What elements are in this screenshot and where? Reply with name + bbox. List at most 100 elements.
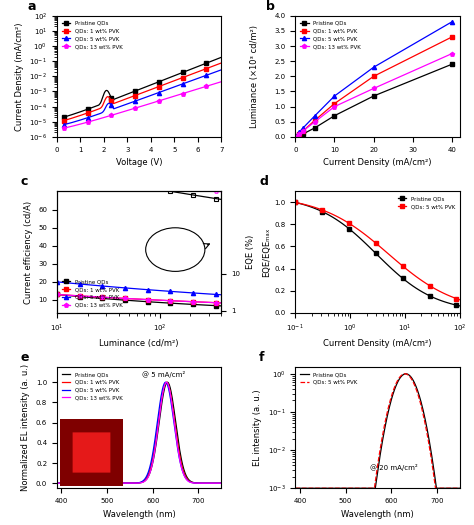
Pristine QDs xyxy=(450,301,456,308)
Pristine QDs xyxy=(105,296,111,302)
QDs: 5 wt% PVK: (1, 0.15): 5 wt% PVK: (1, 0.15) xyxy=(296,129,302,135)
Text: a: a xyxy=(27,0,36,13)
Pristine QDs xyxy=(196,301,201,308)
Pristine QDs xyxy=(323,210,328,216)
QDs: 1 wt% PVK: (0.3, 1.2e-05): 1 wt% PVK: (0.3, 1.2e-05) xyxy=(61,118,67,124)
QDs: 1 wt% PVK: (46, 10.8): 1 wt% PVK: (46, 10.8) xyxy=(122,295,128,301)
QDs: 5 wt% PVK: (273, 13.4): 5 wt% PVK: (273, 13.4) xyxy=(201,290,207,297)
Line: Pristine QDs: Pristine QDs xyxy=(295,374,460,488)
Pristine QDs xyxy=(332,112,337,119)
Line: QDs: 5 wt% PVK: QDs: 5 wt% PVK xyxy=(293,20,454,139)
Pristine QDs xyxy=(376,254,382,260)
QDs: 5 wt% PVK: (0, 0): 5 wt% PVK: (0, 0) xyxy=(292,134,298,140)
QDs: 13 wt% PVK: (400, 8.35): 13 wt% PVK: (400, 8.35) xyxy=(219,300,224,306)
QDs: 5 wt% PVK: (0.409, 0.907): 5 wt% PVK: (0.409, 0.907) xyxy=(326,209,332,216)
QDs: 13 wt% PVK: (16.6, 12.2): 13 wt% PVK: (16.6, 12.2) xyxy=(77,293,82,299)
QDs: 1 wt% PVK: (18.9, 12): 1 wt% PVK: (18.9, 12) xyxy=(82,293,88,299)
QDs: 1 wt% PVK: (630, 1): 1 wt% PVK: (630, 1) xyxy=(164,379,169,385)
QDs: 5 wt% PVK: (0.133, 0.987): 5 wt% PVK: (0.133, 0.987) xyxy=(299,201,305,207)
QDs: 1 wt% PVK: (10, 13): 1 wt% PVK: (10, 13) xyxy=(54,291,60,298)
QDs: 13 wt% PVK: (52.3, 10.7): 13 wt% PVK: (52.3, 10.7) xyxy=(128,296,134,302)
Line: QDs: 13 wt% PVK: QDs: 13 wt% PVK xyxy=(55,292,223,305)
QDs: 5 wt% PVK: (9.1, 0.422): 5 wt% PVK: (9.1, 0.422) xyxy=(400,263,406,269)
Pristine QDs xyxy=(61,114,67,120)
Pristine QDs xyxy=(71,293,77,299)
Pristine QDs xyxy=(219,480,224,486)
QDs: 5 wt% PVK: (3.91, 0.578): 5 wt% PVK: (3.91, 0.578) xyxy=(380,246,385,252)
QDs: 5 wt% PVK: (11.4, 19.7): 5 wt% PVK: (11.4, 19.7) xyxy=(60,279,65,286)
QDs: 13 wt% PVK: (164, 9.29): 13 wt% PVK: (164, 9.29) xyxy=(179,298,184,304)
Pristine QDs xyxy=(306,203,311,209)
QDs: 5 wt% PVK: (400, 12.8): 5 wt% PVK: (400, 12.8) xyxy=(219,291,224,298)
QDs: 5 wt% PVK: (67.4, 15.9): 5 wt% PVK: (67.4, 15.9) xyxy=(139,286,145,292)
QDs: 5 wt% PVK: (533, 0.001): 5 wt% PVK: (533, 0.001) xyxy=(357,485,363,491)
QDs: 5 wt% PVK: (390, 1.09e-38): 5 wt% PVK: (390, 1.09e-38) xyxy=(54,480,60,486)
QDs: 5 wt% PVK: (433, 3.94e-26): 5 wt% PVK: (433, 3.94e-26) xyxy=(74,480,80,486)
Line: Pristine QDs: Pristine QDs xyxy=(55,292,223,308)
Pristine QDs xyxy=(67,112,73,118)
QDs: 5 wt% PVK: (390, 0.001): 5 wt% PVK: (390, 0.001) xyxy=(292,485,298,491)
QDs: 1 wt% PVK: (52.3, 10.7): 1 wt% PVK: (52.3, 10.7) xyxy=(128,296,134,302)
QDs: 5 wt% PVK: (145, 14.5): 5 wt% PVK: (145, 14.5) xyxy=(173,289,179,295)
Pristine QDs xyxy=(383,260,389,267)
Text: b: b xyxy=(266,0,274,13)
QDs: 5 wt% PVK: (0.954, 0.81): 5 wt% PVK: (0.954, 0.81) xyxy=(346,220,352,226)
QDs: 13 wt% PVK: (212, 9.01): 13 wt% PVK: (212, 9.01) xyxy=(190,299,196,305)
Line: QDs: 1 wt% PVK: QDs: 1 wt% PVK xyxy=(293,35,454,139)
Pristine QDs xyxy=(133,298,139,304)
QDs: 5 wt% PVK: (628, 1): 5 wt% PVK: (628, 1) xyxy=(163,379,169,385)
QDs: 1 wt% PVK: (20, 2): 1 wt% PVK: (20, 2) xyxy=(371,73,376,79)
Pristine QDs xyxy=(333,216,338,222)
Pristine QDs xyxy=(213,302,219,309)
Pristine QDs xyxy=(349,228,355,235)
X-axis label: Current Density (mA/cm²): Current Density (mA/cm²) xyxy=(323,158,432,167)
QDs: 13 wt% PVK: (507, 4.86e-12): 13 wt% PVK: (507, 4.86e-12) xyxy=(108,480,113,486)
Pristine QDs xyxy=(77,293,82,300)
Pristine QDs xyxy=(339,220,345,227)
Pristine QDs xyxy=(357,485,363,491)
QDs: 5 wt% PVK: (0.1, 1): 5 wt% PVK: (0.1, 1) xyxy=(292,200,298,206)
Line: Pristine QDs: Pristine QDs xyxy=(57,382,221,483)
Pristine QDs xyxy=(162,300,167,306)
QDs: 5 wt% PVK: (49.4, 0.178): 5 wt% PVK: (49.4, 0.178) xyxy=(440,290,446,296)
QDs: 13 wt% PVK: (98.7, 9.88): 13 wt% PVK: (98.7, 9.88) xyxy=(156,297,162,303)
QDs: 5 wt% PVK: (20, 2.3): 5 wt% PVK: (20, 2.3) xyxy=(371,64,376,70)
QDs: 5 wt% PVK: (651, 0.45): 5 wt% PVK: (651, 0.45) xyxy=(173,435,179,441)
QDs: 13 wt% PVK: (127, 9.58): 13 wt% PVK: (127, 9.58) xyxy=(167,298,173,304)
QDs: 13 wt% PVK: (6.43, 0.00235): 13 wt% PVK: (6.43, 0.00235) xyxy=(205,83,211,89)
Line: Pristine QDs: Pristine QDs xyxy=(293,62,454,139)
Pristine QDs xyxy=(366,244,372,250)
QDs: 13 wt% PVK: (653, 0.415): 13 wt% PVK: (653, 0.415) xyxy=(174,438,180,445)
Pristine QDs xyxy=(201,302,207,308)
Pristine QDs xyxy=(103,88,109,94)
Y-axis label: EQE/EQEₘₐₓ: EQE/EQEₘₐₓ xyxy=(263,227,272,277)
QDs: 13 wt% PVK: (2, 0.2): 13 wt% PVK: (2, 0.2) xyxy=(301,128,306,134)
QDs: 5 wt% PVK: (6.43, 0.0128): 5 wt% PVK: (6.43, 0.0128) xyxy=(205,71,211,78)
Pristine QDs xyxy=(219,303,224,309)
Pristine QDs xyxy=(444,299,449,306)
QDs: 5 wt% PVK: (75.4, 0.139): 5 wt% PVK: (75.4, 0.139) xyxy=(450,294,456,300)
QDs: 1 wt% PVK: (16.6, 12.2): 1 wt% PVK: (16.6, 12.2) xyxy=(77,293,82,299)
Pristine QDs xyxy=(353,231,359,237)
QDs: 5 wt% PVK: (18.9, 18.5): 5 wt% PVK: (18.9, 18.5) xyxy=(82,281,88,288)
QDs: 5 wt% PVK: (0.704, 9.49e-06): 5 wt% PVK: (0.704, 9.49e-06) xyxy=(71,119,76,125)
QDs: 5 wt% PVK: (56.9, 0.164): 5 wt% PVK: (56.9, 0.164) xyxy=(444,291,449,298)
QDs: 5 wt% PVK: (24.4, 0.264): 5 wt% PVK: (24.4, 0.264) xyxy=(423,280,429,287)
Pristine QDs xyxy=(433,296,439,302)
QDs: 13 wt% PVK: (0.704, 5.34e-06): 13 wt% PVK: (0.704, 5.34e-06) xyxy=(71,123,76,129)
Line: QDs: 1 wt% PVK: QDs: 1 wt% PVK xyxy=(57,382,221,483)
QDs: 13 wt% PVK: (616, 0.728): 13 wt% PVK: (616, 0.728) xyxy=(157,406,163,413)
QDs: 13 wt% PVK: (533, 7.34e-08): 13 wt% PVK: (533, 7.34e-08) xyxy=(119,480,125,486)
QDs: 5 wt% PVK: (59.3, 16.2): 5 wt% PVK: (59.3, 16.2) xyxy=(133,286,139,292)
QDs: 1 wt% PVK: (507, 8.1e-11): 1 wt% PVK: (507, 8.1e-11) xyxy=(108,480,113,486)
QDs: 5 wt% PVK: (65.5, 0.151): 5 wt% PVK: (65.5, 0.151) xyxy=(447,293,453,299)
Text: @ 20 mA/cm²: @ 20 mA/cm² xyxy=(370,464,418,471)
Pristine QDs xyxy=(423,291,429,297)
QDs: 5 wt% PVK: (240, 13.7): 5 wt% PVK: (240, 13.7) xyxy=(196,290,201,297)
QDs: 5 wt% PVK: (186, 14.1): 5 wt% PVK: (186, 14.1) xyxy=(184,289,190,296)
Pristine QDs xyxy=(173,422,179,428)
QDs: 5 wt% PVK: (164, 14.3): 5 wt% PVK: (164, 14.3) xyxy=(179,289,184,295)
QDs: 1 wt% PVK: (10, 1.1): 1 wt% PVK: (10, 1.1) xyxy=(332,100,337,107)
QDs: 1 wt% PVK: (27.7, 11.5): 1 wt% PVK: (27.7, 11.5) xyxy=(100,294,105,300)
Pristine QDs xyxy=(397,272,402,279)
